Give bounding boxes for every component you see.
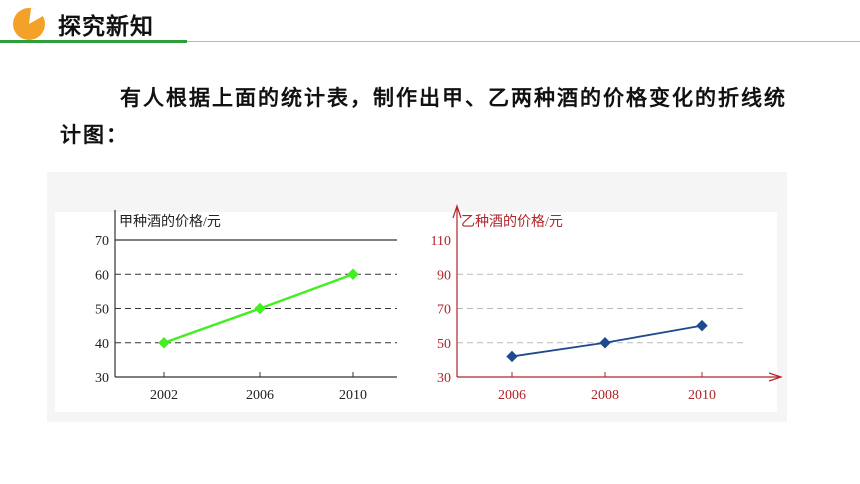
chart1-ylabel: 甲种酒的价格/元 xyxy=(119,214,221,230)
header-divider xyxy=(187,41,860,42)
chart-panel: 3040506070200220062010甲种酒的价格/元年份30507090… xyxy=(47,172,817,422)
chart1-xtick-label: 2002 xyxy=(150,388,178,403)
chart1-xtick-label: 2010 xyxy=(339,388,367,403)
chart2-ytick-label: 70 xyxy=(437,303,451,318)
chart2-data-point-2010 xyxy=(696,319,708,332)
chart1-ytick-label: 50 xyxy=(95,303,109,318)
chart2-ytick-label: 110 xyxy=(431,234,451,249)
chart1-ytick-label: 70 xyxy=(95,234,109,249)
header: 探究新知 xyxy=(0,0,860,48)
chart1-bg xyxy=(55,212,432,412)
chart2-ytick-label: 90 xyxy=(437,268,451,283)
chart2-x-arrow xyxy=(768,372,783,382)
chart2-ytick-label: 30 xyxy=(437,371,451,386)
chart2-y-arrow xyxy=(452,204,462,219)
chart1-data-point-2002 xyxy=(158,337,170,349)
chart2-ytick-label: 50 xyxy=(437,337,451,352)
chart1-data-point-2006 xyxy=(254,302,266,315)
chart2-xtick-label: 2006 xyxy=(498,388,526,403)
intro-text: 有人根据上面的统计表，制作出甲、乙两种酒的价格变化的折线统计图： xyxy=(60,86,787,147)
chart2-ylabel: 乙种酒的价格/元 xyxy=(461,214,563,230)
chart2-data-point-2006 xyxy=(506,350,518,363)
page-title: 探究新知 xyxy=(58,14,154,40)
chart1-data-point-2010 xyxy=(347,268,359,280)
pie-chart-icon xyxy=(13,8,45,40)
chart2-xtick-label: 2008 xyxy=(591,388,619,403)
chart2-data-point-2008 xyxy=(599,337,611,349)
header-accent-line xyxy=(0,40,187,43)
chart1-xtick-label: 2006 xyxy=(246,388,274,403)
chart2-bg xyxy=(397,212,777,412)
line-charts: 3040506070200220062010甲种酒的价格/元年份30507090… xyxy=(47,172,817,422)
chart1-ytick-label: 30 xyxy=(95,371,109,386)
chart1-ytick-label: 40 xyxy=(95,337,109,352)
chart2-xtick-label: 2010 xyxy=(688,388,716,403)
chart1-ytick-label: 60 xyxy=(95,268,109,283)
